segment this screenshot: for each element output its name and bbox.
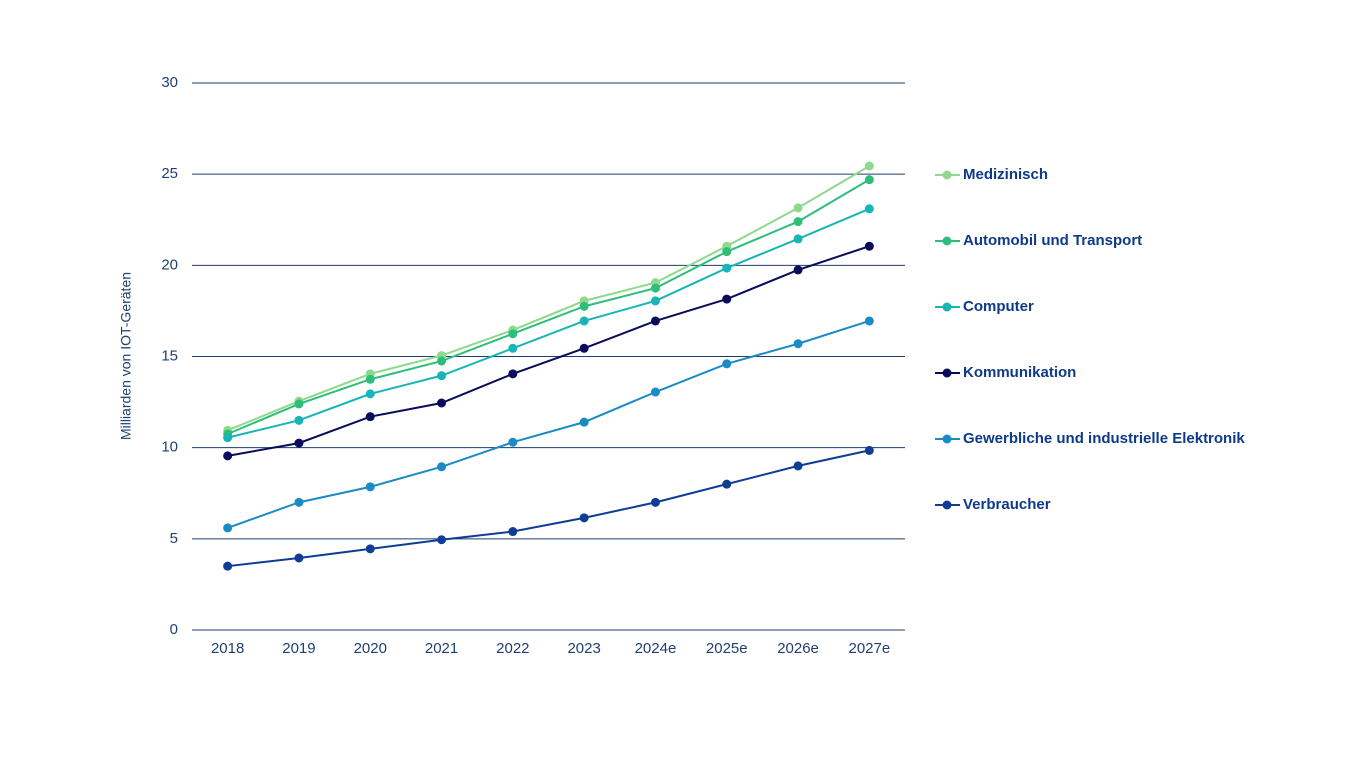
legend-marker	[942, 500, 952, 510]
data-point	[294, 399, 304, 409]
data-point	[508, 369, 518, 379]
x-tick-label: 2022	[496, 640, 529, 657]
data-point	[722, 247, 732, 257]
x-tick-label: 2027e	[848, 640, 890, 657]
data-point	[294, 415, 304, 425]
data-point	[365, 389, 375, 399]
data-point	[864, 316, 874, 326]
data-point	[579, 301, 589, 311]
x-tick-label: 2020	[354, 640, 387, 657]
data-point	[864, 241, 874, 251]
x-tick-label: 2024e	[635, 640, 677, 657]
data-point	[793, 217, 803, 227]
data-point	[793, 234, 803, 244]
y-tick-label: 10	[161, 439, 178, 456]
data-point	[508, 329, 518, 339]
legend-label: Gewerbliche und industrielle Elektronik	[963, 430, 1245, 447]
data-point	[508, 527, 518, 537]
legend-label: Automobil und Transport	[963, 232, 1142, 249]
data-point	[864, 161, 874, 171]
y-tick-label: 15	[161, 347, 178, 364]
series-line	[227, 207, 870, 439]
data-point	[508, 437, 518, 447]
series-line	[227, 178, 870, 435]
y-tick-label: 25	[161, 165, 178, 182]
data-point	[365, 374, 375, 384]
data-point	[223, 451, 233, 461]
data-point	[864, 445, 874, 455]
y-tick-label: 20	[161, 256, 178, 273]
series-line	[227, 165, 870, 432]
data-point	[579, 343, 589, 353]
legend-marker	[942, 302, 952, 312]
data-point	[650, 283, 660, 293]
data-point	[437, 535, 447, 545]
legend-label: Verbraucher	[963, 496, 1051, 513]
x-tick-label: 2023	[567, 640, 600, 657]
data-point	[437, 371, 447, 381]
data-point	[722, 294, 732, 304]
data-point	[294, 497, 304, 507]
series-line	[227, 319, 870, 529]
legend-label: Computer	[963, 298, 1034, 315]
data-point	[722, 359, 732, 369]
data-point	[579, 417, 589, 427]
legend-marker	[942, 236, 952, 246]
data-point	[793, 339, 803, 349]
data-point	[864, 204, 874, 214]
y-tick-label: 5	[170, 530, 178, 547]
data-point	[650, 296, 660, 306]
x-tick-label: 2026e	[777, 640, 819, 657]
data-point	[793, 265, 803, 275]
data-point	[864, 175, 874, 185]
y-tick-label: 30	[161, 74, 178, 91]
data-point	[793, 461, 803, 471]
x-tick-label: 2018	[211, 640, 244, 657]
data-point	[722, 479, 732, 489]
data-point	[365, 412, 375, 422]
legend-label: Kommunikation	[963, 364, 1076, 381]
legend-marker	[942, 434, 952, 444]
x-tick-label: 2019	[282, 640, 315, 657]
data-point	[365, 482, 375, 492]
series-line	[227, 449, 870, 568]
legend-marker	[942, 170, 952, 180]
y-tick-label: 0	[170, 621, 178, 638]
data-point	[650, 497, 660, 507]
data-point	[223, 561, 233, 571]
x-tick-label: 2025e	[706, 640, 748, 657]
data-point	[437, 462, 447, 472]
series-line	[227, 245, 870, 457]
data-point	[579, 513, 589, 523]
data-point	[223, 433, 233, 443]
data-point	[722, 263, 732, 273]
x-tick-label: 2021	[425, 640, 458, 657]
legend-marker	[942, 368, 952, 378]
data-point	[437, 356, 447, 366]
data-point	[650, 316, 660, 326]
legend-label: Medizinisch	[963, 166, 1048, 183]
data-point	[223, 523, 233, 533]
data-point	[294, 438, 304, 448]
data-point	[508, 343, 518, 353]
data-point	[365, 544, 375, 554]
data-point	[650, 387, 660, 397]
data-point	[579, 316, 589, 326]
data-point	[793, 203, 803, 213]
y-axis-label: Milliarden von IOT-Geräten	[118, 272, 134, 440]
data-point	[294, 553, 304, 563]
data-point	[437, 398, 447, 408]
